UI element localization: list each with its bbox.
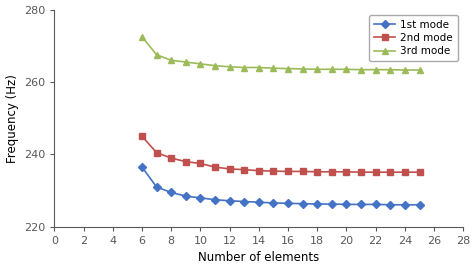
3rd mode: [300, 67, 306, 70]
1st mode: [256, 201, 262, 204]
2nd mode: [227, 167, 232, 171]
3rd mode: [285, 67, 291, 70]
2nd mode: [329, 170, 335, 173]
2nd mode: [169, 156, 174, 160]
3rd mode: [416, 68, 422, 72]
2nd mode: [285, 170, 291, 173]
2nd mode: [256, 169, 262, 172]
1st mode: [402, 203, 408, 206]
2nd mode: [241, 168, 247, 171]
1st mode: [285, 202, 291, 205]
3rd mode: [373, 68, 378, 71]
2nd mode: [300, 170, 306, 173]
3rd mode: [344, 68, 349, 71]
2nd mode: [154, 151, 159, 154]
2nd mode: [212, 166, 218, 169]
1st mode: [373, 203, 378, 206]
3rd mode: [169, 59, 174, 62]
2nd mode: [315, 170, 320, 173]
1st mode: [139, 166, 145, 169]
3rd mode: [241, 66, 247, 69]
Line: 2nd mode: 2nd mode: [139, 133, 423, 176]
1st mode: [183, 194, 188, 198]
Legend: 1st mode, 2nd mode, 3rd mode: 1st mode, 2nd mode, 3rd mode: [369, 15, 458, 62]
1st mode: [227, 199, 232, 202]
1st mode: [154, 185, 159, 189]
Y-axis label: Frequency (Hz): Frequency (Hz): [6, 74, 19, 163]
1st mode: [315, 202, 320, 206]
3rd mode: [154, 53, 159, 56]
3rd mode: [270, 67, 276, 70]
3rd mode: [256, 66, 262, 69]
3rd mode: [329, 68, 335, 71]
1st mode: [300, 202, 306, 205]
2nd mode: [358, 171, 364, 174]
2nd mode: [344, 170, 349, 173]
2nd mode: [270, 170, 276, 173]
3rd mode: [387, 68, 393, 71]
X-axis label: Number of elements: Number of elements: [198, 251, 319, 264]
2nd mode: [402, 171, 408, 174]
2nd mode: [183, 160, 188, 163]
3rd mode: [227, 65, 232, 68]
2nd mode: [139, 135, 145, 138]
3rd mode: [212, 64, 218, 67]
1st mode: [344, 203, 349, 206]
1st mode: [358, 203, 364, 206]
1st mode: [329, 202, 335, 206]
3rd mode: [402, 68, 408, 72]
1st mode: [212, 198, 218, 201]
2nd mode: [416, 171, 422, 174]
2nd mode: [387, 171, 393, 174]
1st mode: [198, 196, 203, 200]
2nd mode: [198, 162, 203, 165]
3rd mode: [358, 68, 364, 71]
1st mode: [270, 201, 276, 205]
Line: 3rd mode: 3rd mode: [139, 33, 423, 73]
1st mode: [387, 203, 393, 206]
1st mode: [241, 200, 247, 203]
1st mode: [169, 191, 174, 194]
3rd mode: [183, 60, 188, 64]
1st mode: [416, 203, 422, 206]
2nd mode: [373, 171, 378, 174]
Line: 1st mode: 1st mode: [139, 164, 422, 208]
3rd mode: [315, 68, 320, 71]
3rd mode: [198, 62, 203, 66]
3rd mode: [139, 35, 145, 38]
